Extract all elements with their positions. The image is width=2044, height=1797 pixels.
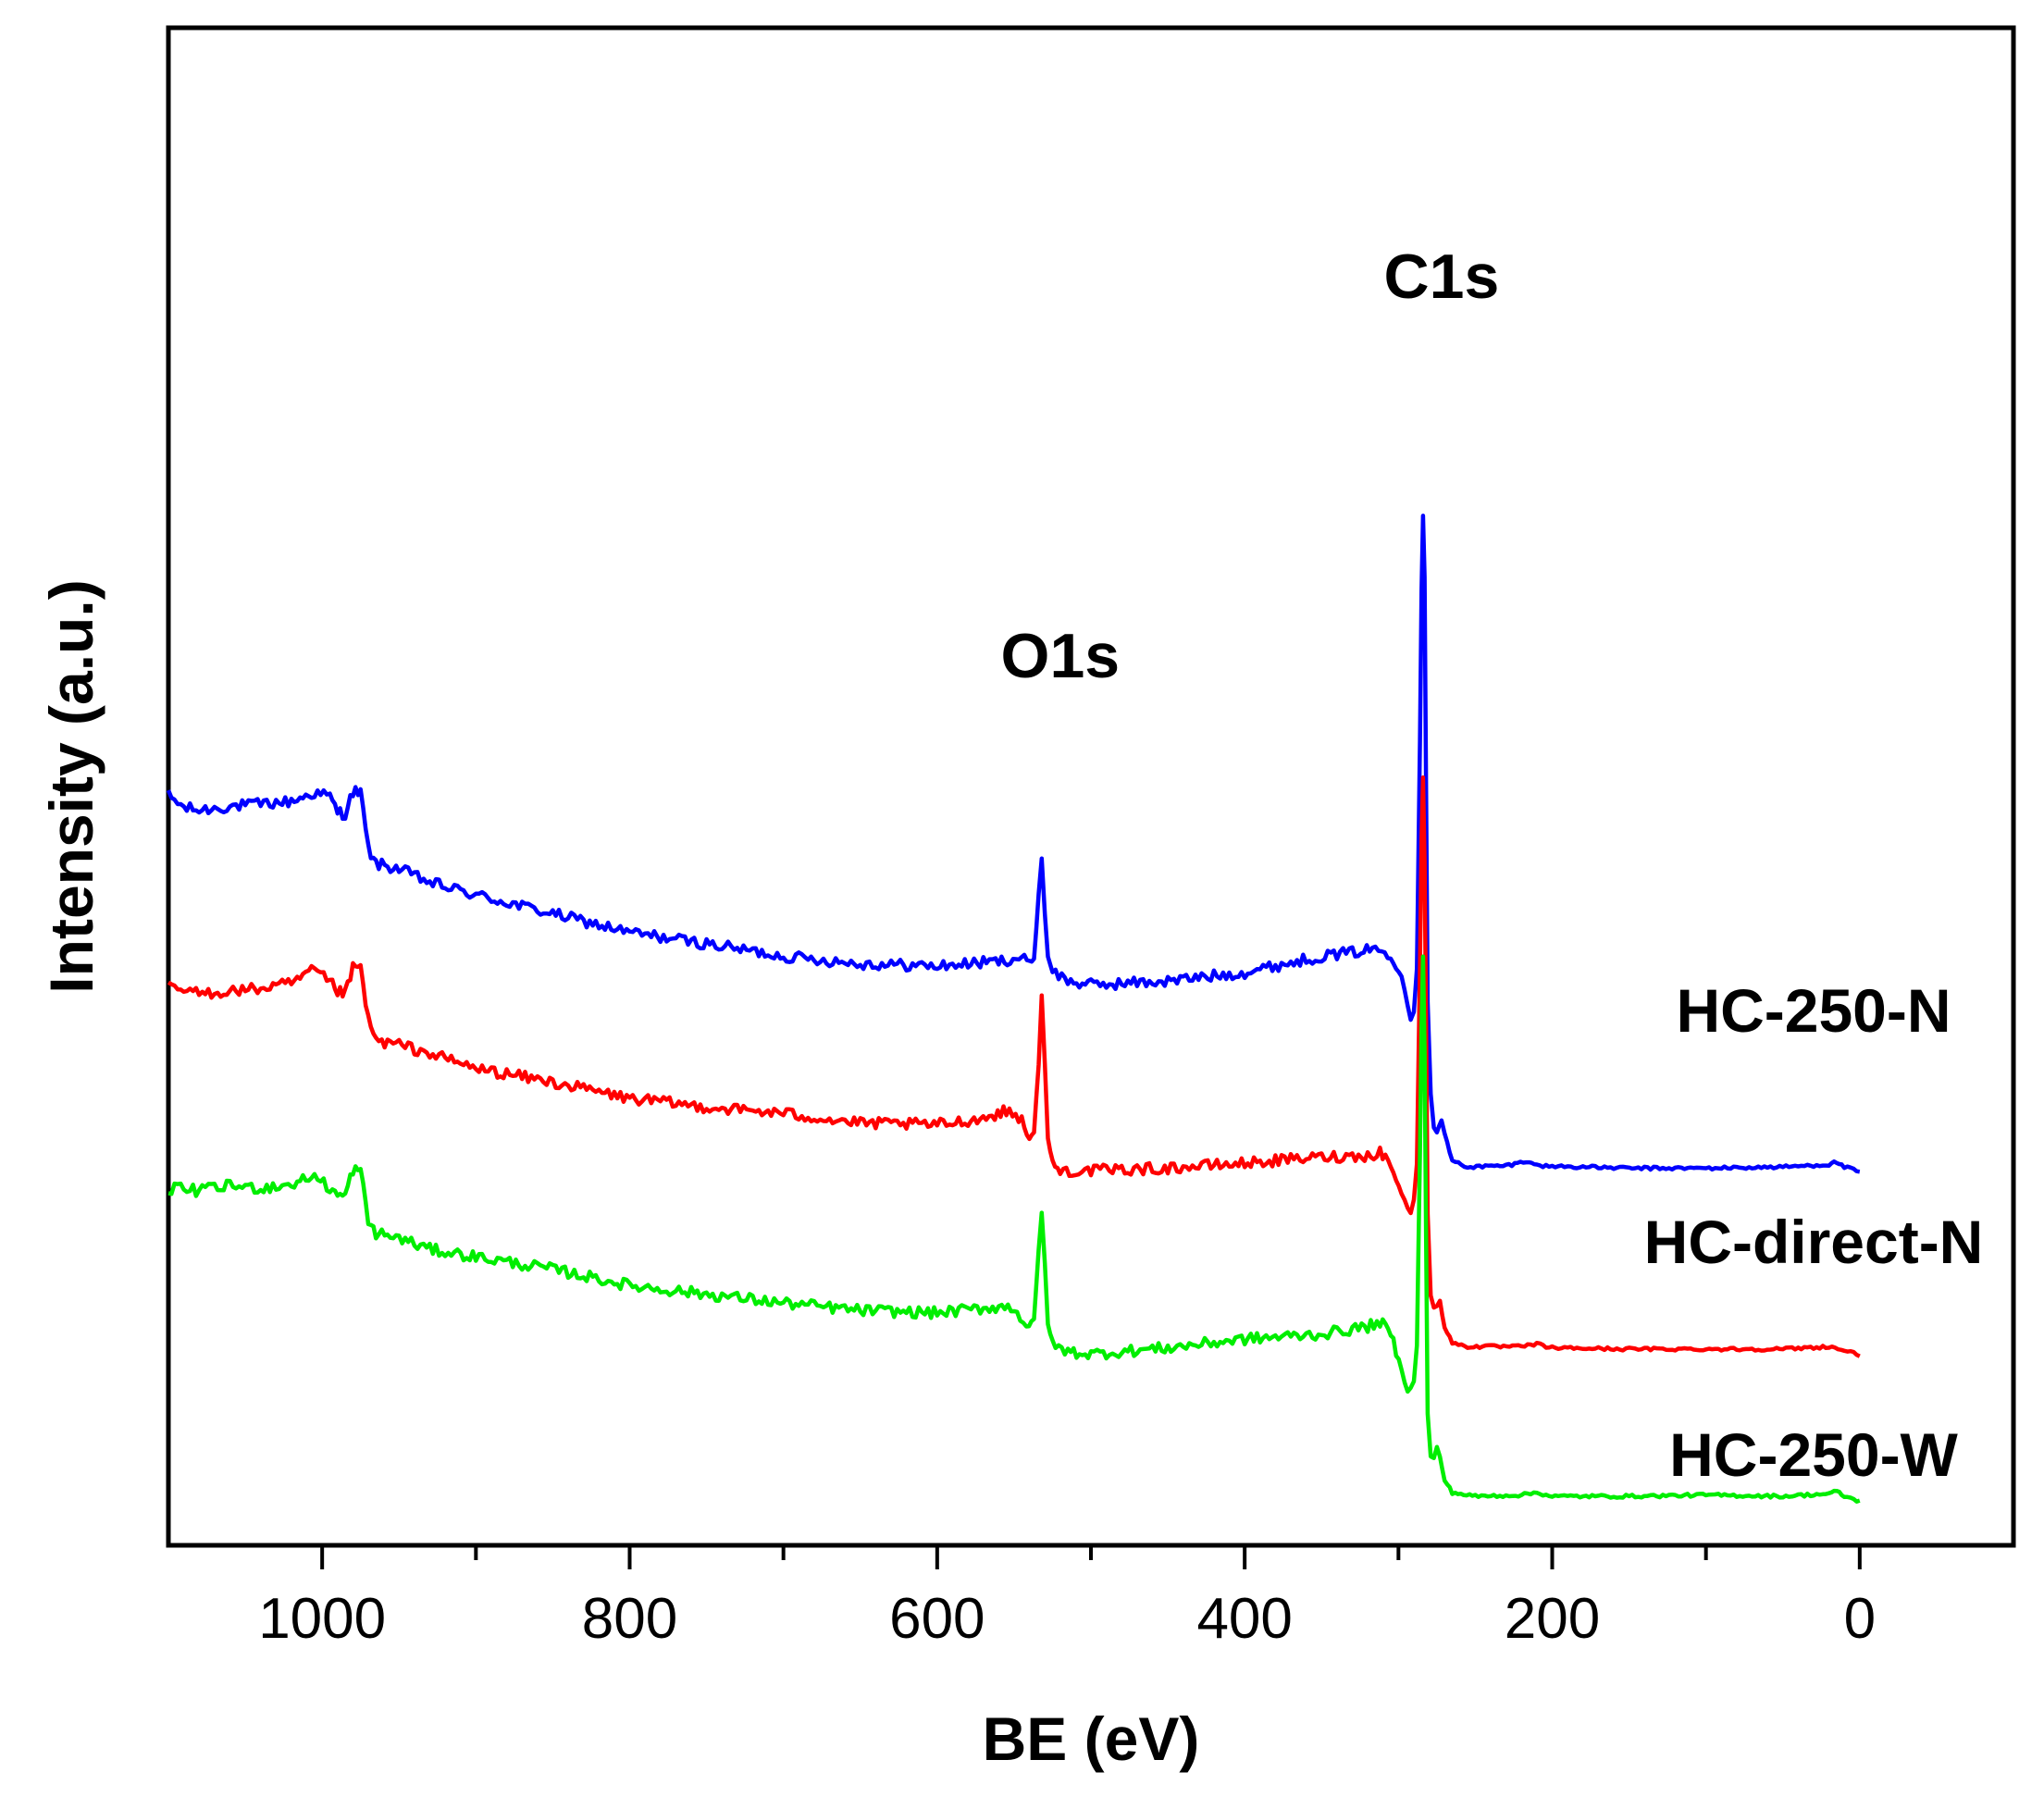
series-labels: HC-250-N HC-direct-N HC-250-W [1644, 976, 1984, 1489]
series-label: HC-direct-N [1644, 1208, 1984, 1276]
x-tick-label: 200 [1505, 1587, 1600, 1651]
series-line-HC-250-N [166, 514, 1861, 1174]
peak-annotation: C1s [1384, 242, 1500, 312]
series-line-HC-direct-N [167, 775, 1861, 1358]
series-line-HC-250-W [167, 954, 1861, 1504]
x-axis-tick-labels: 1000 800 600 400 200 0 [258, 1587, 1876, 1651]
series-label: HC-250-N [1676, 976, 1951, 1045]
series-label: HC-250-W [1669, 1420, 1958, 1489]
x-tick-label: 800 [582, 1587, 677, 1651]
plot-frame [166, 25, 2016, 1548]
x-axis-ticks [320, 1545, 1862, 1569]
x-tick-label: 600 [889, 1587, 985, 1651]
x-tick-label: 1000 [258, 1587, 386, 1651]
peak-annotations: O1s C1s [1001, 242, 1500, 691]
x-axis-title: BE (eV) [983, 1704, 1200, 1773]
peak-annotation: O1s [1001, 621, 1121, 691]
x-tick-label: 400 [1196, 1587, 1292, 1651]
y-axis-title: Intensity (a.u.) [37, 579, 105, 993]
x-tick-label: 0 [1844, 1587, 1876, 1651]
series-layer [166, 514, 1861, 1504]
